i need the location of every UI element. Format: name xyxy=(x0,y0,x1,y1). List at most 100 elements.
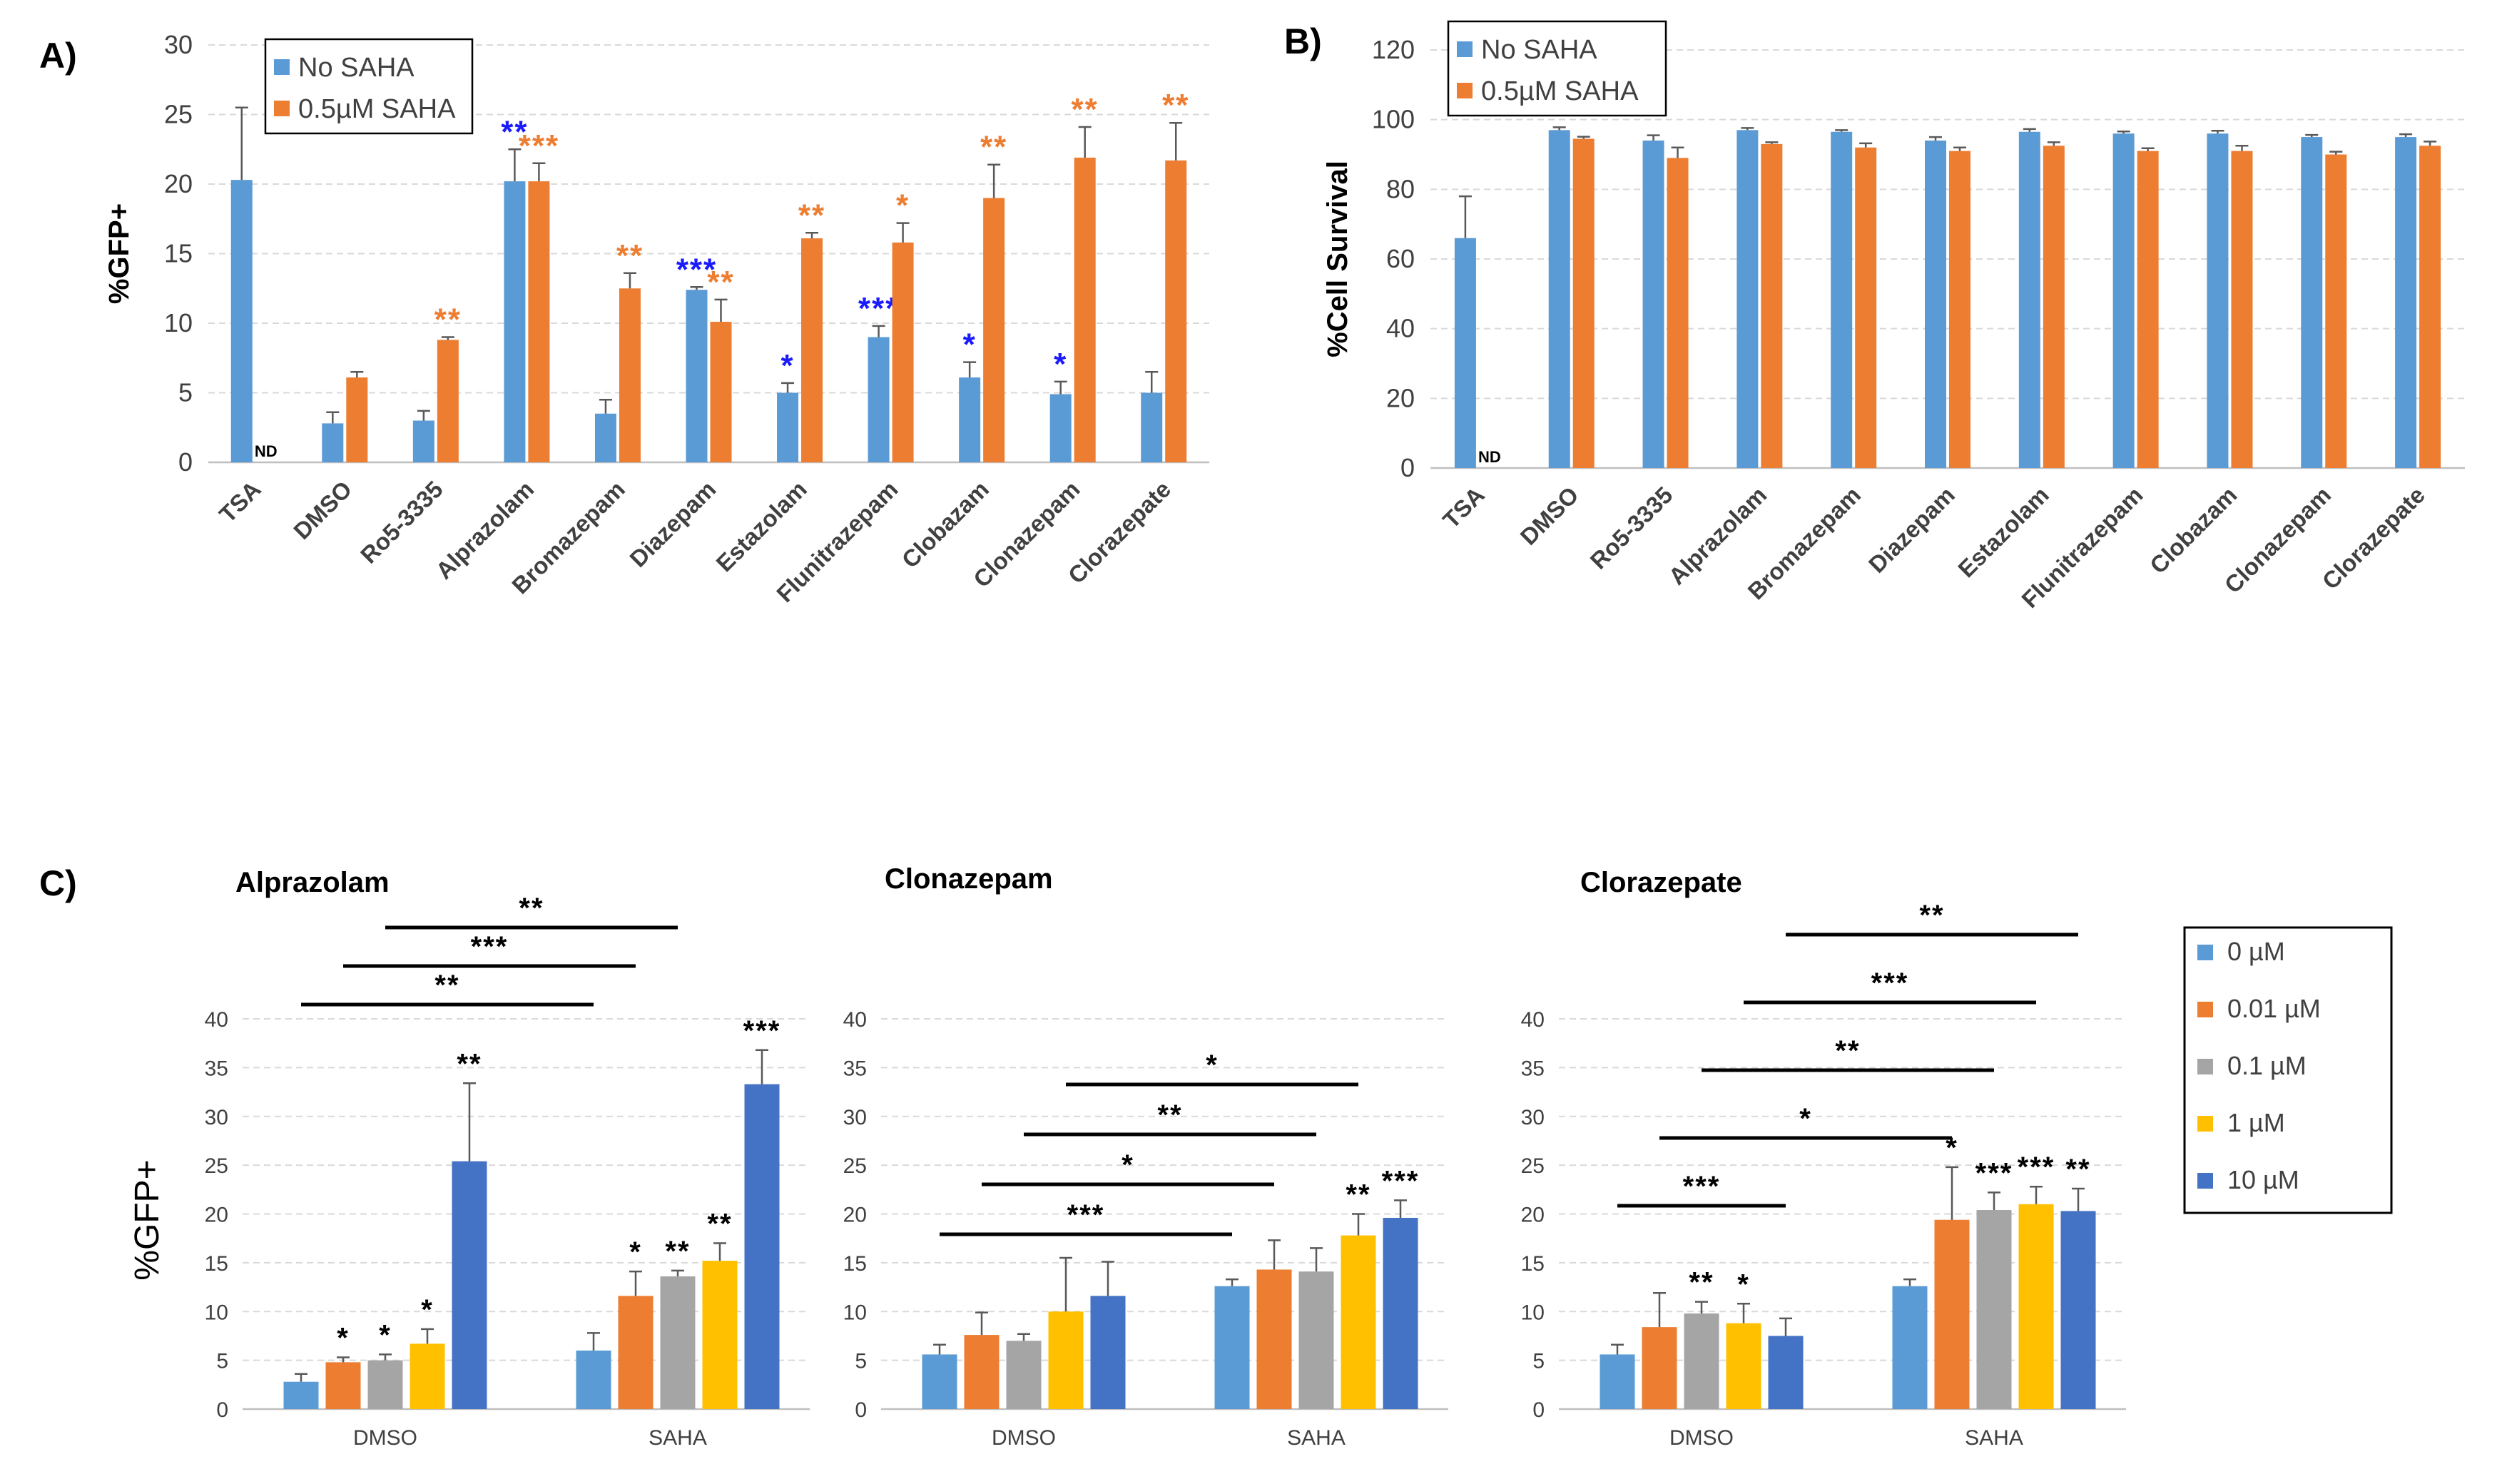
x-tick-label-dmso: DMSO xyxy=(1669,1426,1734,1450)
legend: 0 µM 0.01 µM 0.1 µM 1 µM 10 µM xyxy=(2183,926,2393,1214)
bar-blue-estazolam xyxy=(2018,131,2040,468)
significance-stars: * xyxy=(421,1294,434,1326)
significance-stars: ** xyxy=(665,1236,690,1267)
bar-saha-yellow xyxy=(1341,1235,1376,1409)
y-axis-label: %GFP+ xyxy=(128,1159,166,1280)
significance-stars: * xyxy=(963,327,977,362)
bar-blue-bromazepam xyxy=(594,413,616,462)
legend-box xyxy=(1447,20,1667,117)
legend-label: 0.01 µM xyxy=(2227,994,2321,1023)
legend-label: 0 µM xyxy=(2227,937,2285,966)
y-tick-label: 20 xyxy=(164,169,193,198)
y-tick-label: 0 xyxy=(1532,1398,1545,1422)
x-tick-label-dmso: DMSO xyxy=(992,1426,1056,1450)
y-tick-label: 10 xyxy=(164,308,193,337)
panel-label: A) xyxy=(39,36,77,76)
bar-orange-dmso xyxy=(1572,138,1595,468)
bar-saha-blue xyxy=(1892,1286,1928,1409)
y-tick-label: 10 xyxy=(843,1301,867,1324)
legend: No SAHA 0.5µM SAHA xyxy=(1447,20,1667,117)
bar-blue-bromazepam xyxy=(1831,131,1853,468)
nd-annotation: ND xyxy=(255,442,278,460)
bar-orange-ro5-3335 xyxy=(1667,158,1689,468)
y-axis-label: %GFP+ xyxy=(103,203,135,304)
y-tick-label: 30 xyxy=(1521,1106,1545,1129)
bar-saha-gray xyxy=(1976,1210,2012,1409)
legend-swatch-orange xyxy=(1457,83,1473,98)
significance-stars: *** xyxy=(1975,1157,2013,1189)
y-tick-label: 25 xyxy=(1521,1154,1545,1178)
x-tick-label-saha: SAHA xyxy=(1965,1426,2023,1450)
bar-blue-dmso xyxy=(322,423,344,462)
y-tick-label: 15 xyxy=(1521,1252,1545,1276)
bar-orange-alprazolam xyxy=(1761,143,1783,468)
significance-stars: ** xyxy=(707,1209,732,1240)
bar-saha-blue xyxy=(576,1350,611,1409)
bar-blue-flunitrazepam xyxy=(868,337,890,462)
significance-stars: * xyxy=(1054,347,1067,382)
x-tick-label-clobazam: Clobazam xyxy=(2145,482,2242,579)
bracket-label: *** xyxy=(1067,1199,1105,1231)
significance-stars: ** xyxy=(1689,1267,1714,1298)
y-tick-label: 35 xyxy=(1521,1057,1545,1080)
y-tick-label: 5 xyxy=(216,1350,228,1373)
bar-orange-clorazepate xyxy=(2419,146,2441,468)
bar-orange-diazepam xyxy=(710,322,732,462)
y-tick-label: 0 xyxy=(216,1398,228,1422)
y-tick-label: 20 xyxy=(1521,1204,1545,1227)
bar-saha-yellow xyxy=(2018,1204,2054,1409)
x-tick-label-diazepam: Diazepam xyxy=(1863,482,1960,578)
bar-orange-clonazepam xyxy=(1074,157,1096,462)
bar-blue-flunitrazepam xyxy=(2112,133,2135,468)
bar-orange-clobazam xyxy=(983,198,1005,462)
legend-swatch-blue xyxy=(2197,945,2213,960)
y-tick-label: 15 xyxy=(843,1252,867,1276)
bar-dmso-darkblue xyxy=(1090,1296,1126,1409)
bar-orange-bromazepam xyxy=(619,288,641,462)
significance-stars: * xyxy=(780,348,794,383)
legend-label: 0.5µM SAHA xyxy=(298,94,456,124)
significance-stars: *** xyxy=(519,128,559,163)
bar-saha-orange xyxy=(1934,1219,1970,1409)
bar-blue-diazepam xyxy=(686,290,708,462)
bar-dmso-yellow xyxy=(1048,1311,1084,1409)
significance-stars: ** xyxy=(798,198,825,233)
significance-stars: ** xyxy=(1072,92,1099,127)
legend-label: 10 µM xyxy=(2227,1165,2299,1194)
y-tick-label: 20 xyxy=(205,1204,228,1227)
bar-blue-estazolam xyxy=(777,392,799,462)
bar-blue-clonazepam xyxy=(2301,137,2323,469)
bar-orange-estazolam xyxy=(2043,146,2065,468)
x-tick-label-saha: SAHA xyxy=(1287,1426,1346,1450)
significance-stars: ** xyxy=(434,303,462,337)
bar-saha-blue xyxy=(1214,1286,1250,1409)
bar-saha-darkblue xyxy=(1383,1217,1418,1409)
bar-saha-gray xyxy=(1298,1271,1334,1409)
y-tick-label: 0 xyxy=(178,447,193,477)
y-tick-label: 5 xyxy=(1532,1350,1545,1373)
bar-dmso-gray xyxy=(1684,1313,1719,1409)
y-tick-label: 35 xyxy=(205,1057,228,1080)
x-tick-label-ro5-3335: Ro5-3335 xyxy=(1585,482,1678,574)
y-tick-label: 15 xyxy=(205,1252,228,1276)
x-tick-label-clobazam: Clobazam xyxy=(897,476,994,573)
significance-stars: *** xyxy=(858,291,899,326)
significance-stars: * xyxy=(1946,1132,1958,1164)
bar-dmso-orange xyxy=(1642,1327,1677,1409)
bracket-label: * xyxy=(1799,1103,1812,1134)
y-tick-label: 80 xyxy=(1386,174,1415,203)
panel-b: B) 0 20 40 60 80 100 120 %Cell Survival ND TSA DMSO… xyxy=(1284,20,2465,613)
x-tick-label-dmso: DMSO xyxy=(353,1426,417,1450)
bar-saha-orange xyxy=(1256,1269,1292,1409)
x-tick-label-dmso: DMSO xyxy=(288,476,357,544)
x-tick-label-saha: SAHA xyxy=(649,1426,707,1450)
significance-stars: *** xyxy=(743,1015,781,1047)
panel-label: C) xyxy=(39,863,77,903)
y-tick-label: 20 xyxy=(1386,383,1415,412)
bar-saha-gray xyxy=(660,1276,696,1409)
bar-dmso-gray xyxy=(367,1360,403,1409)
